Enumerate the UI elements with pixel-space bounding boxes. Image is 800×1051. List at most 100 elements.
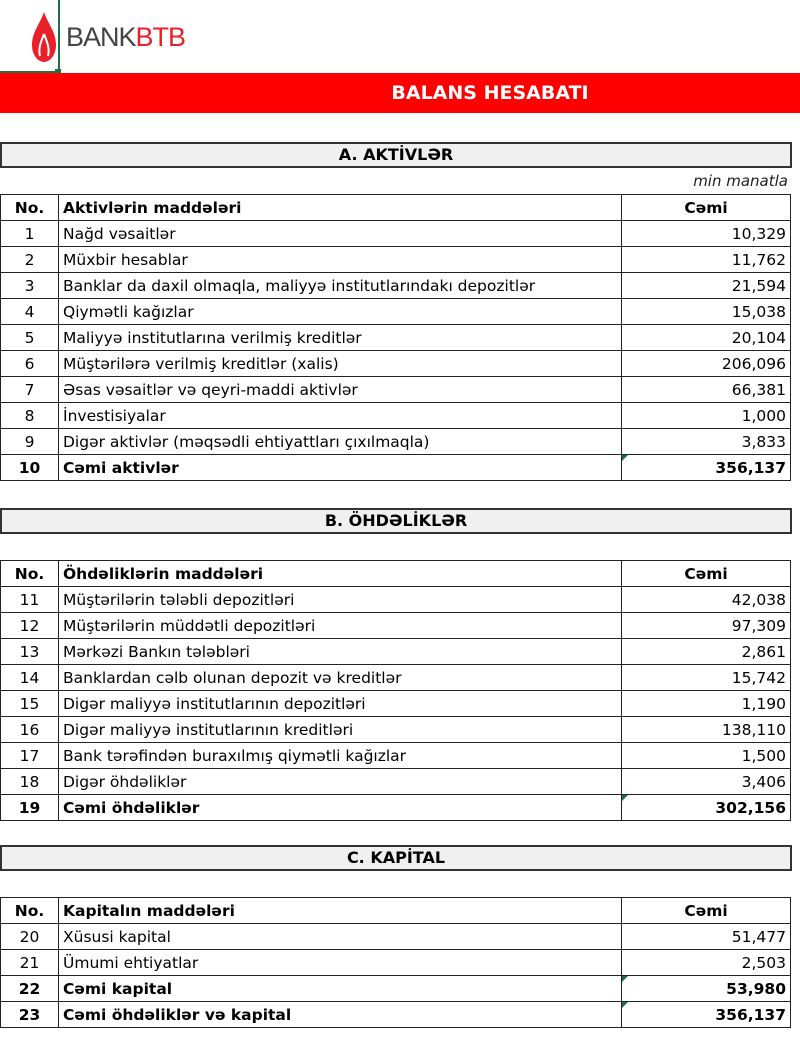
row-number: 5 xyxy=(0,324,59,351)
row-number: 3 xyxy=(0,272,59,299)
table-row: 7 Əsas vəsaitlər və qeyri-maddi aktivlər 6… xyxy=(0,376,791,403)
item-name: Maliyyə institutlarına verilmiş kreditlə… xyxy=(58,324,622,351)
value-text: 21,594 xyxy=(731,276,786,295)
column-header: No. xyxy=(0,897,59,924)
table-row: 21 Ümumi ehtiyatlar 2,503 xyxy=(0,949,791,976)
item-value: 356,137 xyxy=(621,1001,791,1028)
row-number: 21 xyxy=(0,949,59,976)
table-row: 5 Maliyyə institutlarına verilmiş kreditl… xyxy=(0,324,791,351)
row-number: 20 xyxy=(0,923,59,950)
value-text: 1,000 xyxy=(741,406,786,425)
value-text: 206,096 xyxy=(721,354,786,373)
row-number: 2 xyxy=(0,246,59,273)
row-number: 15 xyxy=(0,690,59,717)
table-row: 13 Mərkəzi Bankın tələbləri 2,861 xyxy=(0,638,791,665)
value-text: 302,156 xyxy=(715,798,786,817)
row-number: 7 xyxy=(0,376,59,403)
row-number: 8 xyxy=(0,402,59,429)
table-row: 18 Digər öhdəliklər 3,406 xyxy=(0,768,791,795)
column-header: No. xyxy=(0,194,59,221)
table-row: 3 Banklar da daxil olmaqla, maliyyə insti… xyxy=(0,272,791,299)
item-name: Müxbir hesablar xyxy=(58,246,622,273)
table-row: 8 İnvestisiyalar 1,000 xyxy=(0,402,791,429)
item-value: 97,309 xyxy=(621,612,791,639)
item-name: Digər aktivlər (məqsədli ehtiyattları çı… xyxy=(58,428,622,455)
value-text: 66,381 xyxy=(731,380,786,399)
item-value: 51,477 xyxy=(621,923,791,950)
item-name: Banklardan cəlb olunan depozit və kredit… xyxy=(58,664,622,691)
item-name: Qiymətli kağızlar xyxy=(58,298,622,325)
value-text: 1,500 xyxy=(741,746,786,765)
section-heading-assets: A. AKTİVLƏR xyxy=(0,142,792,168)
table-row: 9 Digər aktivlər (məqsədli ehtiyattları ç… xyxy=(0,428,791,455)
item-name: İnvestisiyalar xyxy=(58,402,622,429)
row-number: 12 xyxy=(0,612,59,639)
cell-selection-border xyxy=(58,0,60,73)
item-value: 42,038 xyxy=(621,586,791,613)
value-text: 97,309 xyxy=(731,616,786,635)
fill-handle[interactable] xyxy=(55,69,61,75)
item-value: 2,503 xyxy=(621,949,791,976)
item-name: Müştərilərin müddətli depozitləri xyxy=(58,612,622,639)
item-value: 11,762 xyxy=(621,246,791,273)
logo-text-bank: BANK xyxy=(66,21,137,52)
column-header: Cəmi xyxy=(621,194,791,221)
report-title: BALANS HESABATI xyxy=(0,73,800,113)
row-number: 18 xyxy=(0,768,59,795)
item-value: 138,110 xyxy=(621,716,791,743)
item-name: Ümumi ehtiyatlar xyxy=(58,949,622,976)
value-text: 42,038 xyxy=(731,590,786,609)
row-number: 13 xyxy=(0,638,59,665)
section-heading-capital: C. KAPİTAL xyxy=(0,845,792,871)
column-header: Aktivlərin maddələri xyxy=(58,194,622,221)
item-value: 3,833 xyxy=(621,428,791,455)
table-row: 6 Müştərilərə verilmiş kreditlər (xalis) 2… xyxy=(0,350,791,377)
item-name: Bank tərəfindən buraxılmış qiymətli kağı… xyxy=(58,742,622,769)
item-name: Cəmi kapital xyxy=(58,975,622,1002)
capital-table: No. Kapitalın maddələri Cəmi 20 Xüsusi kapit… xyxy=(0,897,791,1028)
item-name: Cəmi öhdəliklər və kapital xyxy=(58,1001,622,1028)
error-indicator-icon xyxy=(622,795,628,801)
item-value: 21,594 xyxy=(621,272,791,299)
item-name: Digər maliyyə institutlarının kreditləri xyxy=(58,716,622,743)
cell-selection-border xyxy=(0,71,60,73)
total-row: 10 Cəmi aktivlər 356,137 xyxy=(0,454,791,481)
logo-text-btb: BTB xyxy=(135,21,187,52)
table-row: 16 Digər maliyyə institutlarının kreditlə… xyxy=(0,716,791,743)
value-text: 10,329 xyxy=(731,224,786,243)
value-text: 356,137 xyxy=(715,1005,786,1024)
item-value: 356,137 xyxy=(621,454,791,481)
value-text: 2,861 xyxy=(741,642,786,661)
value-text: 138,110 xyxy=(721,720,786,739)
value-text: 51,477 xyxy=(731,927,786,946)
column-header: Öhdəliklərin maddələri xyxy=(58,560,622,587)
table-row: 4 Qiymətli kağızlar 15,038 xyxy=(0,298,791,325)
item-value: 302,156 xyxy=(621,794,791,821)
total-row: 22 Cəmi kapital 53,980 xyxy=(0,975,791,1002)
item-value: 15,038 xyxy=(621,298,791,325)
item-name: Müştərilərə verilmiş kreditlər (xalis) xyxy=(58,350,622,377)
value-text: 3,406 xyxy=(741,772,786,791)
value-text: 356,137 xyxy=(715,458,786,477)
table-row: 14 Banklardan cəlb olunan depozit və kred… xyxy=(0,664,791,691)
total-row: 19 Cəmi öhdəliklər 302,156 xyxy=(0,794,791,821)
row-number: 4 xyxy=(0,298,59,325)
row-number: 11 xyxy=(0,586,59,613)
table-row: 15 Digər maliyyə institutlarının depozitl… xyxy=(0,690,791,717)
table-row: 2 Müxbir hesablar 11,762 xyxy=(0,246,791,273)
section-heading-liabilities: B. ÖHDƏLİKLƏR xyxy=(0,508,792,534)
assets-table: No. Aktivlərin maddələri Cəmi 1 Nağd vəsaitl… xyxy=(0,194,791,481)
item-value: 1,500 xyxy=(621,742,791,769)
item-name: Cəmi aktivlər xyxy=(58,454,622,481)
value-text: 1,190 xyxy=(741,694,786,713)
row-number: 1 xyxy=(0,220,59,247)
row-number: 6 xyxy=(0,350,59,377)
row-number: 14 xyxy=(0,664,59,691)
column-header: Cəmi xyxy=(621,560,791,587)
unit-label: min manatla xyxy=(693,172,788,190)
table-header-row: No. Öhdəliklərin maddələri Cəmi xyxy=(0,560,791,587)
item-value: 206,096 xyxy=(621,350,791,377)
column-header: Kapitalın maddələri xyxy=(58,897,622,924)
error-indicator-icon xyxy=(622,455,628,461)
error-indicator-icon xyxy=(622,976,628,982)
